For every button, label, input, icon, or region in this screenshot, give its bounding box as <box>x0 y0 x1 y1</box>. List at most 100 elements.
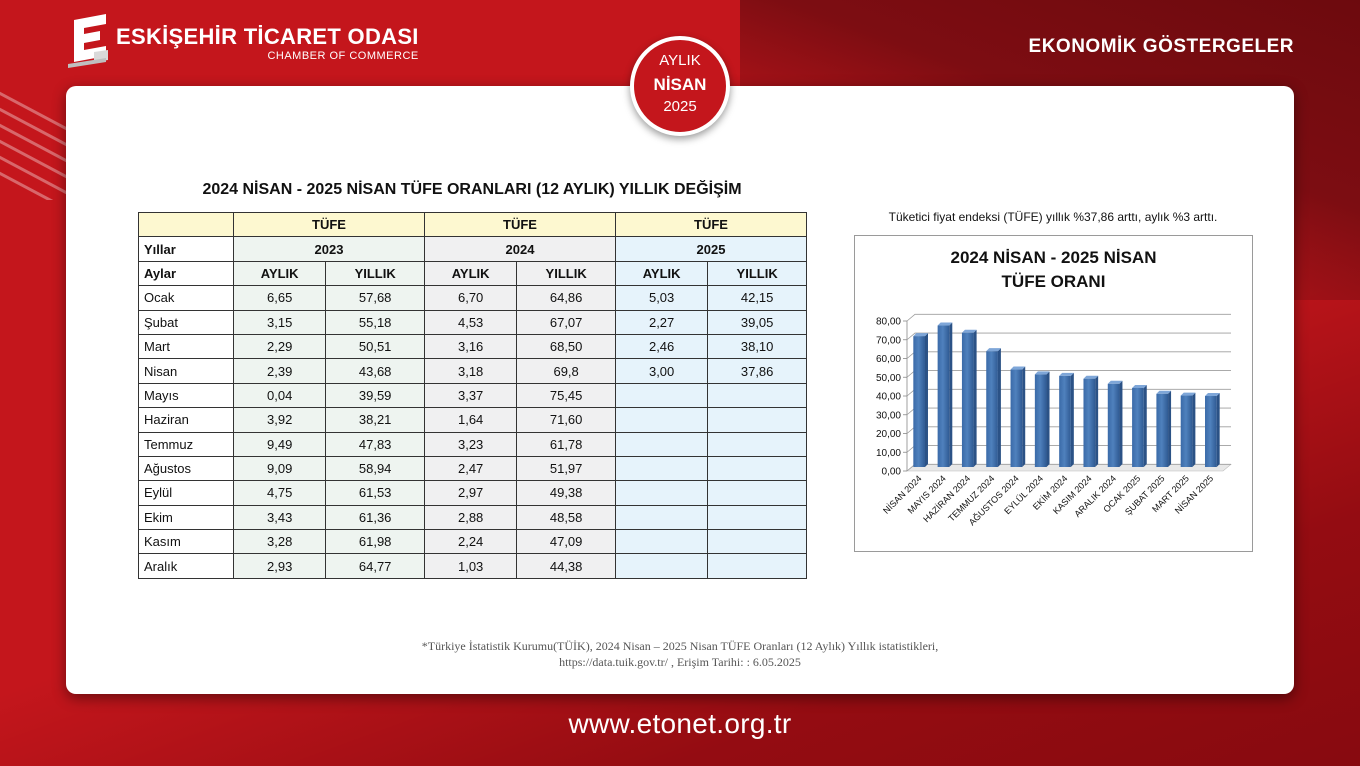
value-cell: 61,78 <box>516 431 616 457</box>
group-header-2025: TÜFE <box>614 211 808 238</box>
subheader-yearly-2024: YILLIK <box>516 260 616 287</box>
gridline <box>906 332 1231 341</box>
month-cell: Ekim <box>138 504 234 531</box>
y-tick-label: 0,00 <box>882 467 902 478</box>
value-cell: 3,18 <box>423 358 518 384</box>
value-cell <box>707 407 807 433</box>
value-cell <box>707 553 807 579</box>
value-cell: 1,64 <box>423 407 518 433</box>
table-row: Kasım 3,28 61,98 2,24 47,09 <box>138 529 807 555</box>
org-logo[interactable]: ESKİŞEHİR TİCARET ODASI CHAMBER OF COMME… <box>66 14 419 72</box>
value-cell: 3,15 <box>232 309 327 335</box>
value-cell: 47,09 <box>516 529 616 555</box>
eto-logo-icon <box>68 14 108 68</box>
value-cell: 2,47 <box>423 455 518 482</box>
table-row: Temmuz 9,49 47,83 3,23 61,78 <box>138 431 807 457</box>
value-cell: 3,23 <box>423 431 518 457</box>
value-cell: 58,94 <box>325 455 425 482</box>
value-cell: 3,16 <box>423 333 518 360</box>
year-2023: 2023 <box>233 236 425 262</box>
table-row: Ocak 6,65 57,68 6,70 64,86 5,03 42,15 <box>138 285 807 311</box>
month-cell: Kasım <box>138 529 234 555</box>
value-cell: 71,60 <box>516 407 616 433</box>
bar <box>937 322 953 467</box>
value-cell: 61,98 <box>325 529 425 555</box>
month-cell: Mayıs <box>138 382 234 409</box>
value-cell <box>614 480 709 506</box>
subheader-yearly-2023: YILLIK <box>325 260 425 287</box>
value-cell: 67,07 <box>516 309 616 335</box>
value-cell: 2,24 <box>423 529 518 555</box>
bar <box>1083 375 1099 467</box>
bar <box>1180 392 1196 467</box>
table-row: Ağustos 9,09 58,94 2,47 51,97 <box>138 455 807 482</box>
value-cell: 55,18 <box>325 309 425 335</box>
value-cell: 4,75 <box>232 480 327 506</box>
bar <box>986 348 1001 467</box>
value-cell: 57,68 <box>325 285 425 311</box>
y-tick-label: 50,00 <box>876 373 901 384</box>
table-row: Aralık 2,93 64,77 1,03 44,38 <box>138 553 807 579</box>
org-name: ESKİŞEHİR TİCARET ODASI <box>116 24 419 49</box>
bar <box>1059 372 1074 467</box>
value-cell: 2,93 <box>232 553 327 579</box>
value-cell: 49,38 <box>516 480 616 506</box>
y-tick-label: 70,00 <box>876 335 901 346</box>
value-cell <box>614 553 709 579</box>
value-cell: 6,70 <box>423 285 518 311</box>
y-tick-label: 30,00 <box>876 410 901 421</box>
value-cell: 1,03 <box>423 553 518 579</box>
summary-note: Tüketici fiyat endeksi (TÜFE) yıllık %37… <box>888 210 1218 224</box>
y-tick-label: 40,00 <box>876 392 901 403</box>
value-cell: 50,51 <box>325 333 425 360</box>
value-cell: 2,27 <box>614 309 709 335</box>
value-cell: 2,39 <box>232 358 327 384</box>
table-header-row: TÜFE TÜFE TÜFE <box>138 211 808 238</box>
section-title: EKONOMİK GÖSTERGELER <box>1028 36 1294 57</box>
value-cell: 39,59 <box>325 382 425 409</box>
table-title: 2024 NİSAN - 2025 NİSAN TÜFE ORANLARI (1… <box>202 181 742 198</box>
value-cell: 3,37 <box>423 382 518 409</box>
years-label: Yıllar <box>138 236 234 262</box>
months-label: Aylar <box>138 260 234 287</box>
value-cell: 42,15 <box>707 285 807 311</box>
value-cell <box>614 382 709 409</box>
header-empty-cell <box>138 211 234 238</box>
value-cell: 44,38 <box>516 553 616 579</box>
value-cell: 68,50 <box>516 333 616 360</box>
group-header-2024: TÜFE <box>423 211 616 238</box>
table-row: Mayıs 0,04 39,59 3,37 75,45 <box>138 382 807 409</box>
y-tick-label: 60,00 <box>876 354 901 365</box>
value-cell: 5,03 <box>614 285 709 311</box>
table-row: Haziran 3,92 38,21 1,64 71,60 <box>138 407 807 433</box>
value-cell: 43,68 <box>325 358 425 384</box>
footer-website-link[interactable]: www.etonet.org.tr <box>568 708 792 739</box>
month-cell: Haziran <box>138 407 234 433</box>
value-cell: 2,88 <box>423 504 518 531</box>
value-cell: 37,86 <box>707 358 807 384</box>
subheader-row: Aylar AYLIK YILLIK AYLIK YILLIK AYLIK YI… <box>138 260 807 287</box>
value-cell <box>614 529 709 555</box>
month-cell: Ocak <box>138 285 234 311</box>
value-cell <box>614 407 709 433</box>
chart-title-line2: TÜFE ORANI <box>1001 272 1106 291</box>
value-cell: 2,29 <box>232 333 327 360</box>
value-cell: 2,97 <box>423 480 518 506</box>
bar <box>913 333 928 467</box>
bar <box>1156 390 1172 467</box>
chart-title: 2024 NİSAN - 2025 NİSAN TÜFE ORANI <box>855 246 1252 294</box>
table-row: Mart 2,29 50,51 3,16 68,50 2,46 38,10 <box>138 333 807 360</box>
value-cell <box>707 529 807 555</box>
bar <box>1034 371 1050 467</box>
value-cell: 69,8 <box>516 358 616 384</box>
value-cell: 64,77 <box>325 553 425 579</box>
value-cell <box>614 455 709 482</box>
value-cell: 51,97 <box>516 455 616 482</box>
value-cell: 3,43 <box>232 504 327 531</box>
value-cell: 3,00 <box>614 358 709 384</box>
gridline <box>906 313 1231 322</box>
gridline <box>906 351 1231 359</box>
bar <box>1010 366 1026 467</box>
month-cell: Nisan <box>138 358 234 384</box>
month-cell: Mart <box>138 333 234 360</box>
